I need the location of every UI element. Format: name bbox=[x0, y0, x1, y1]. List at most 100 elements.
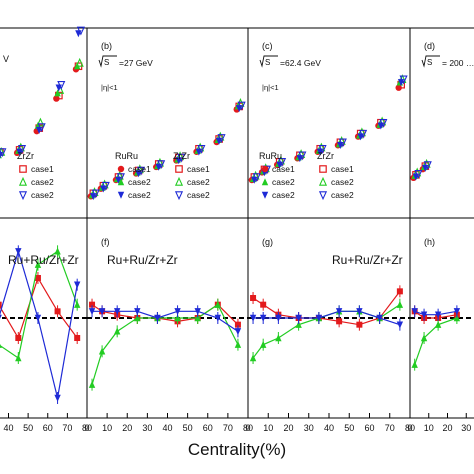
data-point bbox=[335, 308, 343, 316]
data-point bbox=[420, 311, 428, 319]
data-point bbox=[34, 314, 42, 322]
x-tick-label: 80 bbox=[243, 423, 253, 433]
data-point bbox=[54, 247, 61, 255]
data-point bbox=[318, 145, 327, 154]
data-point bbox=[157, 160, 166, 170]
data-point bbox=[0, 343, 2, 348]
energy-label: = 200 … bbox=[442, 58, 474, 68]
legend-b-header-ruru: RuRu bbox=[115, 151, 138, 161]
data-point bbox=[91, 189, 100, 199]
data-point bbox=[237, 101, 246, 111]
data-point bbox=[75, 57, 84, 67]
x-tick-label: 30 bbox=[304, 423, 314, 433]
sqrt-icon bbox=[421, 55, 440, 68]
legend-label: case2 bbox=[187, 177, 210, 187]
data-point bbox=[356, 308, 363, 316]
legend-label: case2 bbox=[331, 177, 354, 187]
x-tick-label: 20 bbox=[442, 423, 452, 433]
data-point bbox=[0, 301, 2, 308]
series-line bbox=[253, 310, 401, 326]
legend-marker bbox=[261, 178, 269, 186]
series-line bbox=[414, 317, 458, 365]
data-point bbox=[295, 320, 302, 328]
x-tick-label: 30 bbox=[142, 423, 152, 433]
data-point bbox=[15, 335, 22, 341]
data-point bbox=[197, 145, 206, 154]
x-tick-label: 40 bbox=[324, 423, 334, 433]
legend-marker bbox=[174, 191, 184, 201]
data-point bbox=[101, 181, 110, 191]
legend-label: case2 bbox=[128, 190, 151, 200]
ratio-label: Ru+Ru/Zr+Zr bbox=[107, 253, 178, 267]
data-point bbox=[116, 173, 125, 183]
data-point bbox=[252, 173, 261, 183]
data-point bbox=[177, 153, 186, 163]
x-tick-label: 10 bbox=[263, 423, 273, 433]
data-point bbox=[15, 354, 22, 362]
eta-cut-label: |η|<1 bbox=[101, 83, 118, 92]
data-point bbox=[76, 26, 85, 36]
series-line bbox=[0, 250, 78, 359]
series-line bbox=[0, 249, 78, 399]
x-tick-label: 20 bbox=[122, 423, 132, 433]
series-line bbox=[414, 310, 457, 316]
data-point bbox=[194, 308, 201, 316]
data-point bbox=[234, 328, 242, 336]
legend-marker bbox=[318, 191, 328, 201]
x-tick-label: 40 bbox=[3, 423, 13, 433]
data-point bbox=[356, 321, 363, 328]
sqrt-s-symbol: S bbox=[427, 58, 432, 67]
legend-marker bbox=[319, 165, 327, 173]
legend-marker bbox=[318, 176, 328, 186]
data-point bbox=[295, 314, 302, 322]
data-point bbox=[396, 288, 403, 295]
panel-e-ratio-label: Ru+Ru/Zr+Zr bbox=[8, 253, 79, 267]
data-point bbox=[423, 161, 432, 171]
eta-cut-label: |η|<1 bbox=[262, 83, 279, 92]
data-point bbox=[411, 360, 418, 368]
legend-marker bbox=[175, 165, 183, 173]
data-point bbox=[214, 300, 222, 308]
data-point bbox=[359, 129, 368, 139]
x-tick-label: 50 bbox=[344, 423, 354, 433]
data-point bbox=[0, 314, 2, 319]
x-tick-label: 70 bbox=[223, 423, 233, 433]
panel-label: (g) bbox=[262, 237, 273, 247]
sqrt-icon bbox=[98, 55, 117, 68]
data-point bbox=[36, 117, 45, 127]
data-point bbox=[234, 321, 241, 328]
x-tick-label: 30 bbox=[461, 423, 471, 433]
legend-marker bbox=[174, 176, 184, 186]
data-point bbox=[73, 300, 81, 308]
sqrt-s-symbol: S bbox=[265, 58, 270, 67]
legend-label: case2 bbox=[128, 177, 151, 187]
data-point bbox=[134, 314, 141, 322]
data-point bbox=[420, 334, 428, 342]
x-tick-label: 0 bbox=[84, 423, 89, 433]
x-tick-label: 50 bbox=[183, 423, 193, 433]
data-point bbox=[136, 166, 146, 176]
x-tick-label: 10 bbox=[102, 423, 112, 433]
x-tick-label: 20 bbox=[283, 423, 293, 433]
x-tick-label: 80 bbox=[405, 423, 415, 433]
data-point bbox=[214, 314, 222, 322]
data-point bbox=[376, 314, 383, 322]
data-point bbox=[278, 158, 287, 167]
legend-marker bbox=[261, 165, 269, 173]
energy-label: =27 GeV bbox=[119, 58, 153, 68]
x-tick-label: 70 bbox=[62, 423, 72, 433]
data-point bbox=[113, 308, 121, 316]
x-tick-label: 70 bbox=[385, 423, 395, 433]
data-point bbox=[434, 311, 442, 319]
data-point bbox=[154, 314, 161, 322]
data-point bbox=[249, 314, 257, 322]
legend-label: case2 bbox=[331, 190, 354, 200]
data-point bbox=[74, 335, 81, 341]
data-point bbox=[174, 314, 181, 322]
panel-frame-top bbox=[409, 27, 474, 219]
data-point bbox=[15, 248, 22, 256]
legend-label: case1 bbox=[187, 164, 210, 174]
data-point bbox=[453, 314, 461, 322]
legend-label: case2 bbox=[187, 190, 210, 200]
